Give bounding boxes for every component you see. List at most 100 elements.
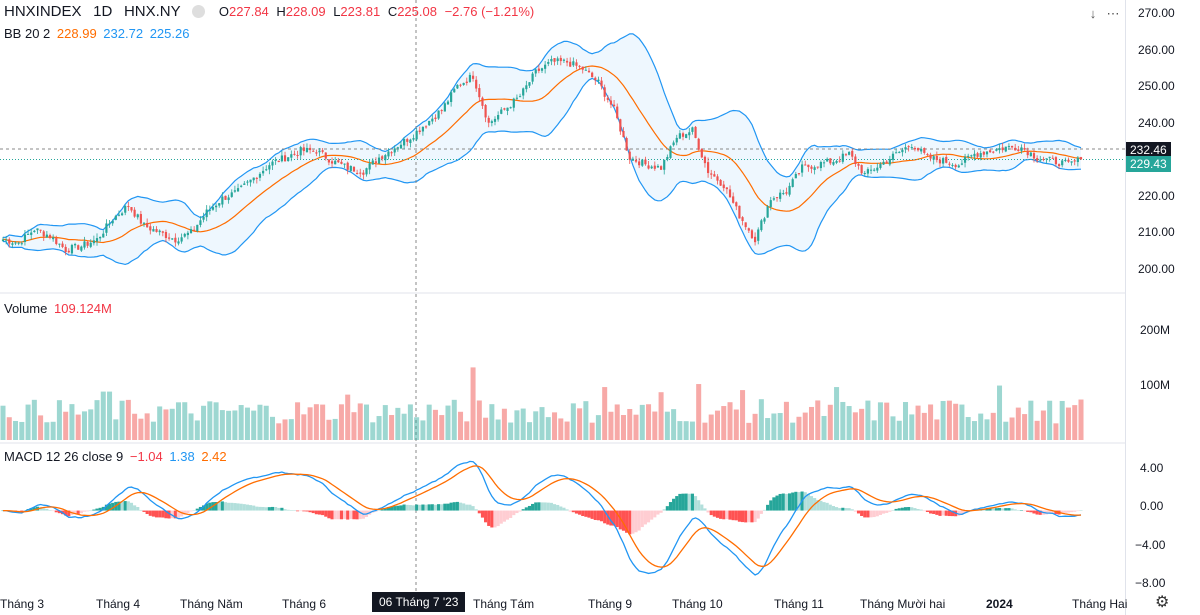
macd-histogram-bar — [734, 510, 738, 521]
volume-bar — [671, 409, 677, 440]
volume-bar — [269, 416, 276, 440]
candle — [728, 189, 732, 198]
volume-bar — [407, 404, 413, 440]
candle — [133, 209, 136, 217]
macd-histogram-bar — [205, 503, 209, 511]
x-label-thang-6: Tháng 6 — [282, 597, 327, 611]
macd-histogram-bar — [333, 510, 337, 520]
macd-histogram-bar — [1023, 510, 1027, 512]
volume-bar — [88, 409, 94, 440]
volume-bar — [439, 415, 445, 440]
macd-histogram-bar — [703, 508, 707, 511]
volume-bar — [777, 413, 783, 440]
down-arrow-icon[interactable]: ↓ — [1089, 6, 1097, 21]
symbol-name[interactable]: HNXINDEX — [4, 3, 82, 20]
macd-histogram-bar — [640, 510, 644, 528]
macd-histogram-bar — [929, 510, 933, 514]
candle — [500, 109, 503, 114]
candle — [860, 165, 863, 174]
macd-histogram-bar — [819, 500, 823, 511]
macd-histogram-bar — [505, 510, 510, 520]
price-tick-210: 210.00 — [1138, 225, 1175, 239]
volume-bar — [420, 420, 426, 440]
x-label-thang-11: Tháng 11 — [774, 597, 824, 611]
macd-histogram-bar — [32, 507, 36, 511]
macd-histogram-bar — [712, 510, 716, 517]
volume-bar — [213, 402, 219, 440]
candle — [866, 169, 870, 174]
candle — [312, 150, 315, 152]
candle — [669, 146, 672, 158]
macd-histogram-bar — [672, 498, 676, 511]
macd-histogram-bar — [753, 510, 757, 523]
bb-legend[interactable]: BB 20 2 228.99 232.72 225.26 — [4, 26, 189, 42]
bb-lower-value: 225.26 — [149, 26, 190, 41]
candle — [396, 147, 399, 149]
volume-bar — [639, 404, 645, 440]
more-options-icon[interactable]: ⋯ — [1106, 6, 1120, 21]
macd-histogram-bar — [117, 501, 121, 511]
candle — [572, 61, 575, 66]
last-price-badge: 229.43 — [1126, 156, 1171, 172]
macd-histogram-bar — [809, 496, 814, 511]
macd-label: MACD — [4, 449, 43, 464]
macd-histogram-bar — [255, 506, 259, 511]
macd-tick-4: 4.00 — [1140, 461, 1164, 475]
volume-bar — [150, 421, 156, 440]
volume-bar — [971, 421, 977, 440]
candle — [882, 161, 885, 165]
volume-bar — [207, 401, 213, 440]
candle — [108, 223, 111, 225]
volume-bar — [432, 409, 438, 440]
macd-histogram-bar — [700, 504, 704, 511]
macd-histogram-bar — [907, 507, 911, 511]
macd-histogram-bar — [339, 510, 344, 520]
candle — [1067, 159, 1070, 162]
macd-histogram-bar — [490, 510, 494, 528]
candle — [356, 172, 359, 174]
volume-bar — [771, 413, 777, 440]
macd-histogram-bar — [772, 497, 776, 511]
macd-histogram-bar — [349, 510, 353, 519]
candle — [152, 229, 155, 232]
macd-histogram-bar — [233, 503, 237, 511]
macd-histogram-bar — [455, 501, 459, 511]
candle — [525, 85, 528, 90]
volume-bar — [934, 419, 940, 440]
candle — [484, 105, 487, 118]
candle — [249, 179, 252, 183]
candle — [694, 126, 697, 138]
macd-histogram-bar — [856, 510, 861, 514]
volume-bar — [382, 405, 388, 440]
volume-bar — [370, 422, 376, 440]
candle — [95, 238, 99, 242]
volume-legend[interactable]: Volume 109.124M — [4, 301, 112, 317]
candle — [352, 166, 356, 172]
volume-bar — [476, 400, 482, 440]
candle — [575, 62, 578, 66]
bb-label: BB — [4, 26, 22, 41]
candle — [318, 150, 321, 153]
macd-histogram-bar — [675, 496, 679, 511]
macd-histogram-bar — [1054, 510, 1058, 514]
macd-histogram-bar — [1013, 509, 1017, 511]
candle — [434, 117, 437, 119]
candle — [750, 230, 754, 239]
volume-bar — [495, 419, 501, 440]
candle — [569, 61, 572, 67]
volume-bar — [69, 404, 75, 440]
macd-histogram-bar — [922, 510, 926, 512]
macd-histogram-bar — [393, 506, 397, 511]
interval[interactable]: 1D — [93, 3, 113, 20]
candle — [221, 196, 224, 205]
macd-histogram-bar — [502, 510, 506, 522]
macd-histogram-bar — [599, 510, 604, 522]
candle — [1023, 147, 1026, 150]
gear-icon[interactable]: ⚙ — [1155, 594, 1170, 611]
macd-histogram-bar — [154, 510, 159, 518]
macd-histogram-bar — [932, 510, 936, 514]
macd-legend[interactable]: MACD 12 26 close 9 −1.04 1.38 2.42 — [4, 449, 227, 465]
volume-bar — [1078, 399, 1084, 440]
candle — [832, 162, 835, 165]
